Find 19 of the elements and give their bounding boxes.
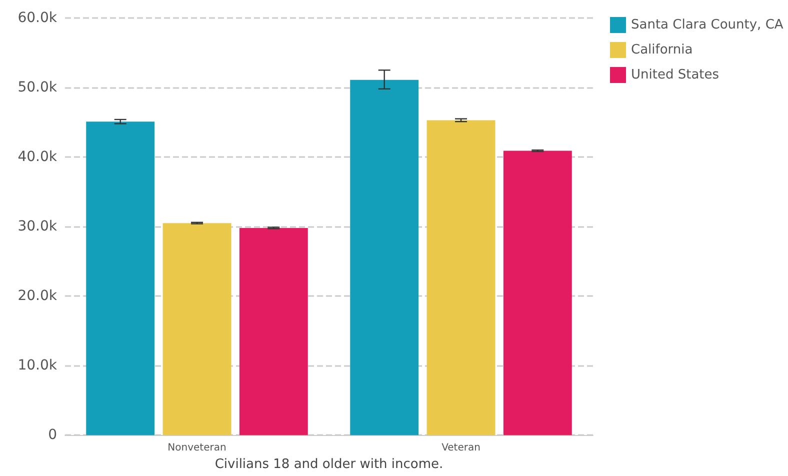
bar [350, 80, 419, 436]
y-tick-label: 20.0k [18, 288, 58, 304]
y-tick-label: 60.0k [18, 10, 58, 26]
bar [86, 122, 155, 436]
bar [239, 228, 308, 436]
bar [503, 150, 572, 436]
legend-label: Santa Clara County, CA [631, 18, 784, 32]
legend-label: California [631, 42, 693, 58]
bar [426, 120, 496, 436]
x-tick-label: Nonveteran [168, 442, 226, 454]
x-tick-label: Veteran [442, 442, 480, 454]
y-tick-label: 30.0k [18, 218, 58, 235]
x-axis-title: Civilians 18 and older with income. [214, 457, 444, 472]
y-tick-label: 0 [48, 427, 57, 444]
legend-label: United States [631, 68, 720, 82]
y-tick-label: 50.0k [18, 80, 58, 96]
bar [162, 223, 232, 436]
y-tick-label: 10.0k [18, 358, 58, 374]
y-tick-label: 40.0k [18, 149, 58, 166]
